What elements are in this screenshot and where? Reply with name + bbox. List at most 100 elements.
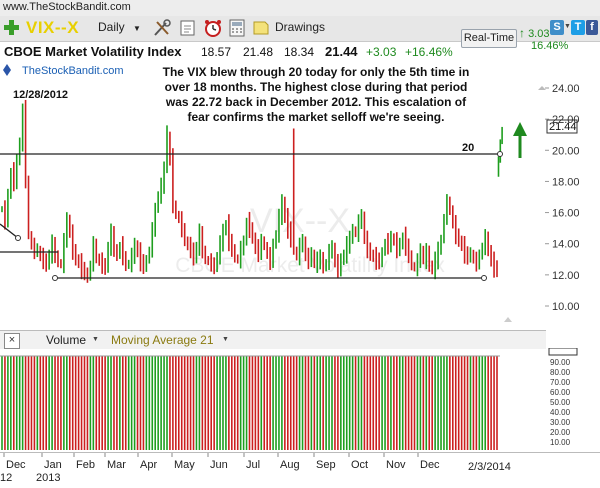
x-axis-canvas: Dec Jan Feb Mar Apr May Jun Jul Aug Sep Oct Nov Dec … [0, 453, 511, 484]
annotation-line: was 22.72 back in December 2012. This es… [165, 95, 467, 109]
y-axis-label: 20.00 [552, 145, 580, 157]
volume-axis-label: 20.00 [550, 428, 571, 437]
date-label: 12/28/2012 [13, 89, 68, 101]
quote-change-pct: +16.46% [405, 45, 453, 59]
share-label: S [553, 21, 561, 33]
quote-high: 21.48 [243, 45, 274, 59]
annotation-text: The VIX blew through 20 today for only t… [163, 65, 470, 124]
x-axis: Dec Jan Feb Mar Apr May Jun Jul Aug Sep Oct Nov Dec … [0, 452, 600, 484]
annotation-line: The VIX blew through 20 today for only t… [163, 65, 470, 79]
y-axis-label: 16.00 [552, 208, 580, 220]
line-anchor-point[interactable] [497, 151, 503, 157]
green-up-arrow-icon [513, 122, 527, 136]
tools-icon[interactable] [152, 19, 172, 37]
moving-average-label[interactable]: Moving Average 21 [111, 333, 214, 347]
drawings-label[interactable]: Drawings [275, 20, 326, 34]
y-axis-label: 14.00 [552, 239, 580, 251]
y-axis-label: 10.00 [552, 301, 580, 313]
share-button[interactable]: S [550, 20, 564, 35]
realtime-change: 3.03 [528, 28, 550, 40]
symbol-field[interactable]: VIX--X [26, 18, 98, 38]
volume-axis-label: 10.00 [550, 438, 571, 447]
volume-chart-canvas: 100.0090.0080.0070.0060.0050.0040.0030.0… [0, 347, 578, 450]
volume-chevron-icon[interactable]: ▼ [92, 336, 99, 343]
close-icon[interactable]: × [4, 333, 20, 349]
scroll-handle-icon[interactable] [504, 317, 512, 322]
alarm-clock-icon[interactable] [203, 18, 223, 38]
level-label-20: 20 [462, 142, 474, 154]
tools-edit-icon[interactable] [178, 19, 198, 37]
last-price-box [546, 119, 578, 134]
quote-change: +3.03 [366, 45, 397, 59]
month-label: Jun [210, 459, 228, 471]
annotation-line: over 18 months. The highest close during… [165, 80, 468, 94]
volume-axis-label: 50.00 [550, 398, 571, 407]
chevron-down-icon: ▼ [133, 24, 141, 33]
month-label: Dec [420, 459, 440, 471]
trendline-left[interactable] [0, 223, 19, 239]
month-label: Oct [351, 459, 368, 471]
month-label: Dec [6, 459, 26, 471]
twitter-label: T [574, 21, 582, 33]
symbol-text: VIX--X [26, 18, 80, 37]
brand-label: TheStockBandit.com [3, 64, 124, 77]
chart-watermark-name: CBOE Market Volatility Index [175, 254, 445, 277]
y-axis-label: 24.00 [552, 83, 580, 95]
volume-label[interactable]: Volume [46, 333, 87, 347]
last-price-text: 21.44 [549, 121, 577, 133]
quote-bar: CBOE Market Volatility Index 18.57 21.48… [0, 42, 600, 62]
line-anchor-point[interactable] [481, 275, 487, 281]
price-chart-canvas: VIX--X CBOE Market Volatility Index 20 1… [0, 64, 580, 322]
realtime-change-pct: 16.46% [531, 40, 569, 52]
y-axis-label: 22.00 [552, 114, 580, 126]
chart-watermark-symbol: VIX--X [250, 202, 350, 240]
line-anchor-point[interactable] [15, 235, 21, 241]
plus-icon[interactable] [3, 19, 20, 36]
month-label: Sep [316, 459, 336, 471]
volume-axis-label: 80.00 [550, 368, 571, 377]
month-label: Jan [44, 459, 62, 471]
quote-open: 18.57 [201, 45, 232, 59]
month-label: May [174, 459, 195, 471]
volume-axis-label: 70.00 [550, 378, 571, 387]
year-label-start: 12 [0, 472, 12, 483]
volume-axis-label: 60.00 [550, 388, 571, 397]
brand-text: TheStockBandit.com [22, 65, 124, 77]
volume-axis-label: 40.00 [550, 408, 571, 417]
calculator-icon[interactable] [228, 19, 246, 37]
y-axis-handle-icon[interactable] [538, 86, 546, 90]
line-anchor-point[interactable] [52, 275, 58, 281]
facebook-button[interactable]: f [586, 20, 598, 35]
month-label: Mar [107, 459, 126, 471]
month-label: Apr [140, 459, 157, 471]
volume-axis-label: 30.00 [550, 418, 571, 427]
realtime-button[interactable]: Real-Time [461, 29, 517, 48]
annotation-line: fear confirms the market selloff we're s… [188, 110, 445, 124]
volume-last-box [548, 347, 578, 356]
up-arrow-icon: ↑ [519, 26, 525, 40]
realtime-label: Real-Time [463, 32, 515, 44]
volume-axis-label: 90.00 [550, 358, 571, 367]
interval-value: Daily [98, 20, 125, 34]
quote-last: 21.44 [325, 44, 358, 59]
realtime-change-box: ↑ 3.03 [519, 26, 549, 40]
quote-low: 18.34 [284, 45, 315, 59]
year-label-2013: 2013 [36, 472, 60, 483]
y-axis-label: 12.00 [552, 270, 580, 282]
twitter-button[interactable]: T [571, 20, 585, 35]
note-icon[interactable] [252, 20, 270, 36]
month-label: Feb [76, 459, 95, 471]
interval-select[interactable]: Daily ▼ [98, 20, 141, 34]
instrument-name: CBOE Market Volatility Index [4, 44, 182, 59]
month-label: Nov [386, 459, 406, 471]
volume-chart[interactable]: 100.0090.0080.0070.0060.0050.0040.0030.0… [0, 347, 600, 452]
end-date-label: 2/3/2014 [468, 461, 511, 473]
y-axis-label: 18.00 [552, 176, 580, 188]
share-chevron-icon[interactable]: ▼ [564, 23, 571, 30]
month-label: Jul [246, 459, 260, 471]
month-label: Aug [280, 459, 300, 471]
volume-panel-header: × Volume ▼ Moving Average 21 ▼ [0, 330, 546, 349]
ma-chevron-icon[interactable]: ▼ [222, 336, 229, 343]
price-chart[interactable]: VIX--X CBOE Market Volatility Index 20 1… [0, 62, 600, 327]
site-watermark: www.TheStockBandit.com [0, 0, 600, 16]
